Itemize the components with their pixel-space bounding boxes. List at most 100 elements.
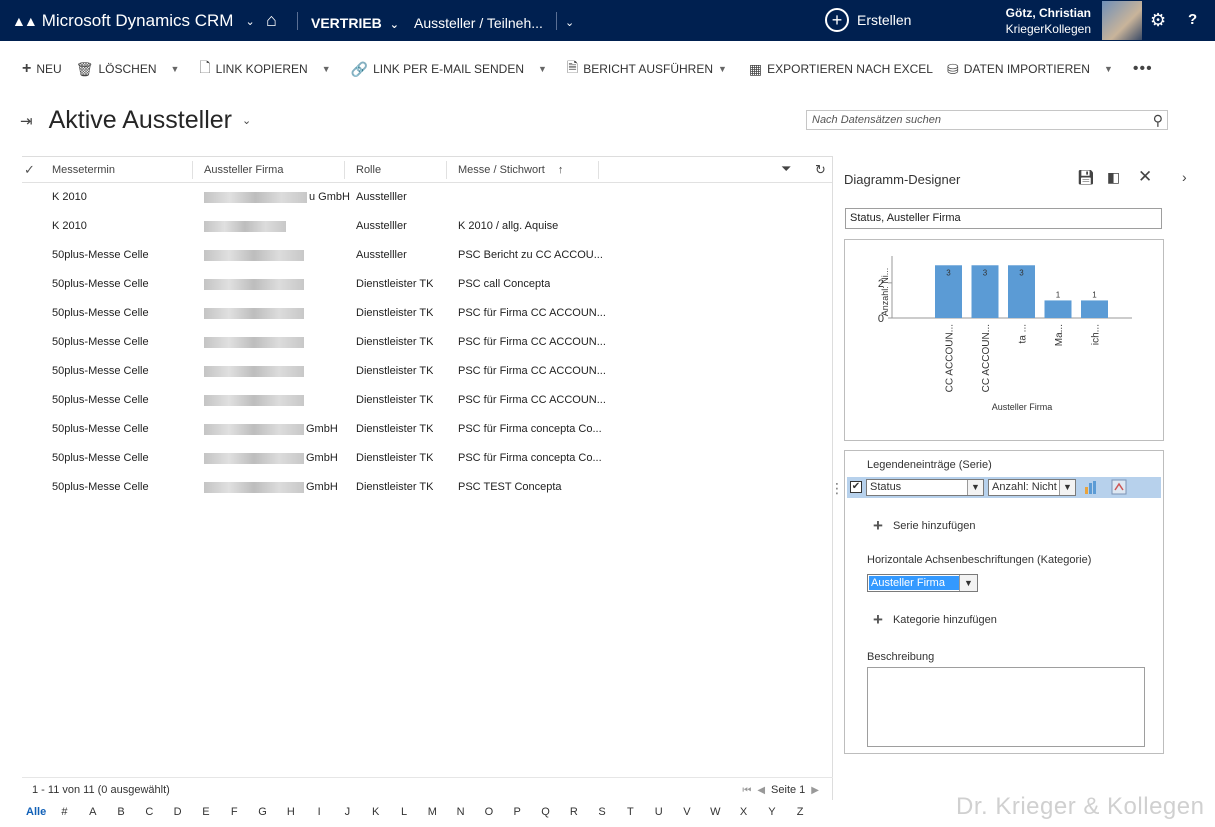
alpha-filter-l[interactable]: L <box>400 806 408 818</box>
column-header-rolle[interactable]: Rolle <box>356 164 382 176</box>
chart-name-field[interactable]: Status, Austeller Firma <box>845 208 1162 229</box>
delete-dropdown-chevron-icon[interactable]: ▼ <box>170 64 180 74</box>
run-report-button[interactable]: 🗎 BERICHT AUSFÜHREN ▼ <box>567 57 727 81</box>
cell-aussteller-firma[interactable]: GmbH <box>204 423 338 435</box>
cell-messetermin[interactable]: K 2010 <box>52 191 87 203</box>
export-excel-button[interactable]: ▦ EXPORTIEREN NACH EXCEL <box>748 60 933 77</box>
chevron-right-icon[interactable]: › <box>1182 169 1187 185</box>
alpha-filter-k[interactable]: K <box>372 806 380 818</box>
chevron-down-icon[interactable]: ⌄ <box>565 17 575 29</box>
table-row[interactable]: 50plus-Messe Celle Dienstleister TK PSC … <box>22 299 832 328</box>
series-checkbox[interactable]: ✔ <box>850 481 862 493</box>
cell-aussteller-firma[interactable]: GmbH <box>204 481 338 493</box>
gear-icon[interactable]: ⚙ <box>1150 10 1167 30</box>
alpha-filter-u[interactable]: U <box>654 806 663 818</box>
email-link-dropdown-chevron-icon[interactable]: ▼ <box>538 64 547 74</box>
alpha-filter-a[interactable]: A <box>89 806 97 818</box>
search-icon[interactable]: ⚲ <box>1152 112 1163 128</box>
alpha-filter-b[interactable]: B <box>117 806 125 818</box>
alpha-filter-o[interactable]: O <box>484 806 494 818</box>
import-data-button[interactable]: ⛁ DATEN IMPORTIEREN <box>946 60 1090 77</box>
alpha-filter-w[interactable]: W <box>710 806 721 818</box>
alpha-filter-c[interactable]: C <box>145 806 154 818</box>
table-row[interactable]: 50plus-Messe Celle Dienstleister TK PSC … <box>22 328 832 357</box>
series-row[interactable]: ✔ Status ▼ Anzahl: Nicht ▼ <box>847 477 1161 498</box>
first-page-icon[interactable]: ⏮ <box>742 784 752 796</box>
user-info[interactable]: Götz, Christian KriegerKollegen <box>1006 5 1091 37</box>
alpha-filter-hash[interactable]: # <box>61 806 68 818</box>
select-all-checkmark-icon[interactable]: ✓ <box>24 162 35 177</box>
cell-aussteller-firma[interactable]: GmbH <box>204 452 338 464</box>
close-icon[interactable]: ✕ <box>1138 167 1153 186</box>
help-icon[interactable]: ? <box>1188 11 1198 28</box>
cell-aussteller-firma[interactable] <box>204 336 306 348</box>
cell-aussteller-firma[interactable] <box>204 307 306 319</box>
alpha-filter-h[interactable]: H <box>286 806 295 818</box>
create-button[interactable]: + Erstellen <box>825 8 911 32</box>
table-row[interactable]: 50plus-Messe Celle Ausstelller PSC Beric… <box>22 241 832 270</box>
alpha-filter-p[interactable]: P <box>513 806 521 818</box>
alpha-filter-r[interactable]: R <box>569 806 578 818</box>
table-row[interactable]: 50plus-Messe Celle GmbH Dienstleister TK… <box>22 444 832 473</box>
cell-messetermin[interactable]: K 2010 <box>52 220 87 232</box>
alpha-filter-x[interactable]: X <box>739 806 748 818</box>
cell-messetermin[interactable]: 50plus-Messe Celle <box>52 307 149 319</box>
bar-chart-type-icon[interactable] <box>1083 479 1099 495</box>
cell-aussteller-firma[interactable] <box>204 249 306 261</box>
table-row[interactable]: 50plus-Messe Celle Dienstleister TK PSC … <box>22 357 832 386</box>
avatar[interactable] <box>1102 1 1142 40</box>
category-field-select[interactable]: Austeller Firma ▼ <box>867 574 978 592</box>
column-header-messetermin[interactable]: Messetermin <box>52 164 115 176</box>
series-aggregate-select[interactable]: Anzahl: Nicht ▼ <box>988 479 1076 496</box>
view-selector-chevron-icon[interactable]: ⌄ <box>242 115 252 127</box>
alpha-filter-f[interactable]: F <box>230 806 238 818</box>
alpha-filter-i[interactable]: I <box>317 806 321 818</box>
column-header-messe-stichwort[interactable]: Messe / Stichwort ↑ <box>458 164 564 176</box>
filter-icon[interactable]: ⏷ <box>781 161 792 176</box>
new-button[interactable]: + NEU <box>22 60 62 77</box>
cell-messetermin[interactable]: 50plus-Messe Celle <box>52 278 149 290</box>
series-settings-icon[interactable] <box>1111 479 1127 495</box>
cell-messetermin[interactable]: 50plus-Messe Celle <box>52 365 149 377</box>
cell-messetermin[interactable]: 50plus-Messe Celle <box>52 249 149 261</box>
table-row[interactable]: K 2010 Ausstelller K 2010 / allg. Aquise <box>22 212 832 241</box>
alpha-filter-all[interactable]: Alle <box>26 806 47 818</box>
cell-aussteller-firma[interactable] <box>204 394 306 406</box>
alpha-filter-m[interactable]: M <box>427 806 437 818</box>
table-row[interactable]: 50plus-Messe Celle Dienstleister TK PSC … <box>22 270 832 299</box>
next-page-icon[interactable]: ▶ <box>811 784 819 796</box>
area-menu-vertrieb[interactable]: VERTRIEB ⌄ <box>311 15 399 31</box>
column-header-aussteller-firma[interactable]: Aussteller Firma <box>204 164 284 176</box>
alpha-filter-d[interactable]: D <box>173 806 182 818</box>
import-dropdown-chevron-icon[interactable]: ▼ <box>1103 64 1113 74</box>
alpha-filter-n[interactable]: N <box>456 806 465 818</box>
add-series-button[interactable]: + Serie hinzufügen <box>873 516 976 535</box>
cell-messetermin[interactable]: 50plus-Messe Celle <box>52 394 149 406</box>
alpha-filter-z[interactable]: Z <box>796 806 804 818</box>
home-icon[interactable]: ⌂ <box>266 10 277 30</box>
previous-page-icon[interactable]: ◀ <box>757 784 766 796</box>
cell-aussteller-firma[interactable]: u GmbH <box>204 191 350 203</box>
pane-splitter-handle[interactable]: ⋮ <box>830 480 844 496</box>
table-row[interactable]: 50plus-Messe Celle GmbH Dienstleister TK… <box>22 473 832 502</box>
description-textarea[interactable] <box>867 667 1145 747</box>
cell-messetermin[interactable]: 50plus-Messe Celle <box>52 423 149 435</box>
app-brand-menu[interactable]: ▲▲ Microsoft Dynamics CRM ⌄ <box>12 11 255 31</box>
alpha-filter-j[interactable]: J <box>344 806 351 818</box>
cell-messetermin[interactable]: 50plus-Messe Celle <box>52 452 149 464</box>
layout-icon[interactable]: ◧ <box>1107 169 1121 185</box>
save-icon[interactable]: 💾︎ <box>1077 169 1095 185</box>
alpha-filter-s[interactable]: S <box>598 806 606 818</box>
copy-link-dropdown-chevron-icon[interactable]: ▼ <box>321 64 331 74</box>
alpha-filter-g[interactable]: G <box>258 806 267 818</box>
alpha-filter-t[interactable]: T <box>627 806 634 818</box>
cell-aussteller-firma[interactable] <box>204 220 288 232</box>
refresh-icon[interactable]: ↻ <box>815 162 826 177</box>
cell-aussteller-firma[interactable] <box>204 278 306 290</box>
copy-link-button[interactable]: 🗋 LINK KOPIEREN <box>199 57 307 81</box>
cell-messetermin[interactable]: 50plus-Messe Celle <box>52 336 149 348</box>
add-category-button[interactable]: + Kategorie hinzufügen <box>873 610 997 629</box>
series-field-select[interactable]: Status ▼ <box>866 479 984 496</box>
alpha-filter-e[interactable]: E <box>202 806 210 818</box>
cell-messetermin[interactable]: 50plus-Messe Celle <box>52 481 149 493</box>
